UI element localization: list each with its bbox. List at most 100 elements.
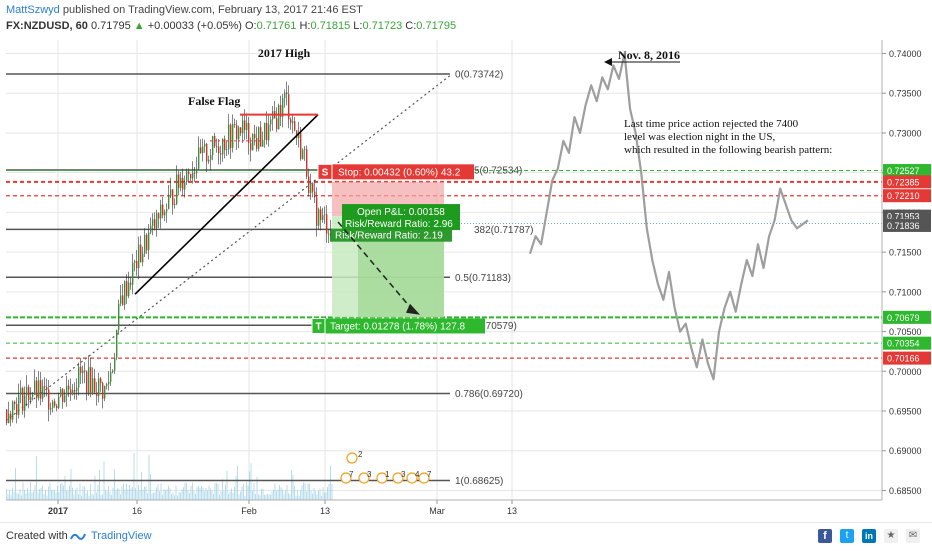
candle-body [176, 174, 178, 205]
price-marker[interactable] [883, 336, 931, 350]
event-icon[interactable] [346, 452, 358, 464]
event-icon[interactable] [376, 472, 388, 484]
rr-label: Risk/Reward Ratio: 2.96 [345, 219, 453, 230]
stop-badge[interactable] [317, 163, 333, 180]
volume-bar [282, 489, 283, 500]
candle-body [70, 389, 72, 395]
candle-body [36, 380, 38, 399]
annotation-explanation-3[interactable]: which resulted in the following bearish … [624, 144, 832, 156]
volume-bar [196, 487, 198, 500]
target-label-box[interactable] [325, 318, 485, 334]
price-axis[interactable]: 0.740000.735000.730000.725000.720000.715… [881, 40, 931, 500]
facebook-share-icon[interactable]: f [818, 529, 832, 543]
volume-bar [157, 484, 159, 500]
volume-bar [225, 484, 226, 500]
volume-bar [67, 490, 69, 500]
volume-bar [79, 483, 81, 500]
candle-body [306, 149, 308, 177]
candle-body [68, 385, 70, 390]
publish-text: published on TradingView.com, February 1… [62, 4, 363, 16]
candle-body [196, 168, 198, 174]
volume-bar [28, 492, 30, 500]
candle-body [324, 214, 326, 216]
time-axis[interactable]: 2017 16 Feb 13 Mar 13 [6, 499, 882, 516]
candle-body [288, 94, 290, 120]
event-icon[interactable] [358, 472, 370, 484]
volume-bar [246, 482, 247, 500]
volume-bar [190, 485, 192, 500]
tradingview-brand[interactable]: TradingView [91, 530, 152, 542]
tradingview-logo-icon[interactable] [70, 528, 86, 544]
candle-body [10, 413, 12, 420]
candle-body [320, 209, 322, 221]
open-pl-box[interactable] [342, 204, 460, 231]
volume-bar [261, 489, 262, 500]
annotation-explanation-2[interactable]: level was election night in the US, [624, 131, 775, 143]
price-marker[interactable] [883, 189, 931, 203]
price-marker[interactable] [883, 164, 931, 178]
chart-area[interactable]: 0(0.73742) 5(0.72534) 382(0.71787) 0.5(0.71… [0, 40, 932, 522]
candle-body [120, 295, 122, 304]
annotation-explanation-1[interactable]: Last time price action rejected the 7400 [624, 118, 799, 130]
low-label: L: [353, 20, 363, 32]
annotations[interactable]: 2017 High False Flag Nov. 8, 2016 Last time… [188, 46, 832, 484]
candle-body [286, 92, 288, 95]
projection-line[interactable] [528, 52, 809, 381]
price-marker[interactable] [883, 351, 931, 365]
volume-bar [189, 493, 190, 500]
volume-bar [87, 490, 88, 500]
volume-bar [171, 494, 172, 500]
volume-bar [22, 482, 24, 500]
volume-bar [49, 482, 51, 500]
price-marker[interactable] [883, 310, 931, 324]
candle-body [118, 303, 120, 330]
volume-bar [151, 493, 153, 500]
author-link[interactable]: MattSzwyd [6, 4, 60, 16]
event-icon[interactable] [406, 472, 418, 484]
price-tick-label: 0.71500 [889, 248, 922, 258]
volume-bar [54, 489, 55, 500]
candle-body [108, 381, 110, 385]
projection-path[interactable] [528, 52, 809, 381]
candle-body [54, 401, 56, 406]
candle-body [218, 146, 220, 154]
grid [6, 40, 882, 500]
volume-bar [60, 483, 61, 500]
stop-label-box[interactable] [332, 164, 474, 180]
annotation-2017-high[interactable]: 2017 High [258, 46, 311, 60]
target-badge[interactable] [311, 317, 326, 334]
short-position-tool[interactable]: Stop: 0.00432 (0.60%) 43.2 S Risk/Reward R… [311, 163, 485, 334]
trend-line[interactable] [134, 114, 319, 295]
price-marker-label: 0.72527 [887, 166, 920, 176]
event-icon[interactable] [418, 472, 430, 484]
candle-body [322, 215, 324, 221]
annotation-nov-8[interactable]: Nov. 8, 2016 [618, 48, 680, 62]
volume-bar [216, 483, 217, 500]
candle-body [220, 153, 222, 155]
event-icon[interactable] [392, 472, 404, 484]
event-count-label: 1 [385, 470, 390, 479]
annotation-false-flag[interactable]: False Flag [188, 94, 240, 108]
twitter-share-icon[interactable]: t [840, 529, 854, 543]
candle-body [304, 149, 306, 150]
symbol-line: FX:NZDUSD, 60 0.71795 ▲ +0.00033 (+0.05%… [6, 20, 456, 32]
candle-body [170, 189, 172, 197]
fib-level-label: 1(0.68625) [455, 476, 503, 487]
volume-bar [66, 490, 67, 500]
price-chart[interactable]: 0(0.73742)5(0.72534)382(0.71787)0.5(0.71… [0, 40, 932, 522]
volume-bar [207, 490, 208, 500]
price-marker[interactable] [883, 175, 931, 189]
candle-body [268, 124, 270, 141]
symbol-label[interactable]: FX:NZDUSD, 60 [6, 20, 88, 32]
linkedin-share-icon[interactable]: in [862, 529, 876, 543]
event-icon[interactable] [340, 472, 352, 484]
candle-body [310, 183, 312, 194]
volume-bar [310, 490, 312, 500]
bookmark-icon[interactable]: ★ [884, 529, 898, 543]
volume-bar [18, 493, 19, 500]
volume-bar [108, 485, 109, 500]
mail-share-icon[interactable]: ✉ [906, 529, 920, 543]
fib-trend-line[interactable] [5, 73, 453, 422]
price-marker[interactable] [883, 218, 931, 232]
projection-arrow-head [406, 303, 420, 315]
